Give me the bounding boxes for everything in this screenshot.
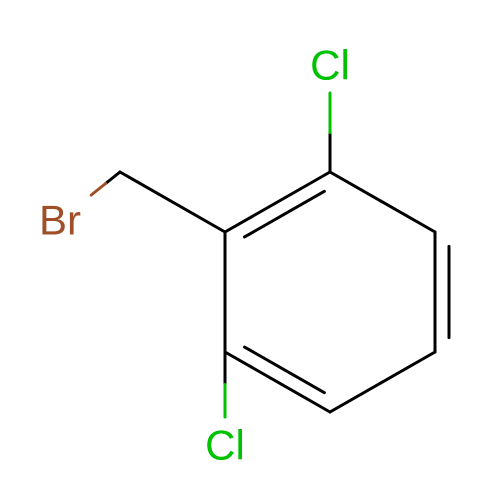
bond (120, 172, 225, 232)
cl-atom-label: Cl (310, 42, 350, 89)
bond (106, 172, 120, 184)
bond (330, 352, 435, 412)
molecule-diagram: Cl Cl Br (0, 0, 500, 500)
cl-atom-label: Cl (205, 422, 245, 469)
bond (330, 172, 435, 232)
bond (225, 172, 330, 232)
bond (225, 352, 330, 412)
bond (91, 184, 105, 196)
br-atom-label: Br (39, 197, 81, 244)
